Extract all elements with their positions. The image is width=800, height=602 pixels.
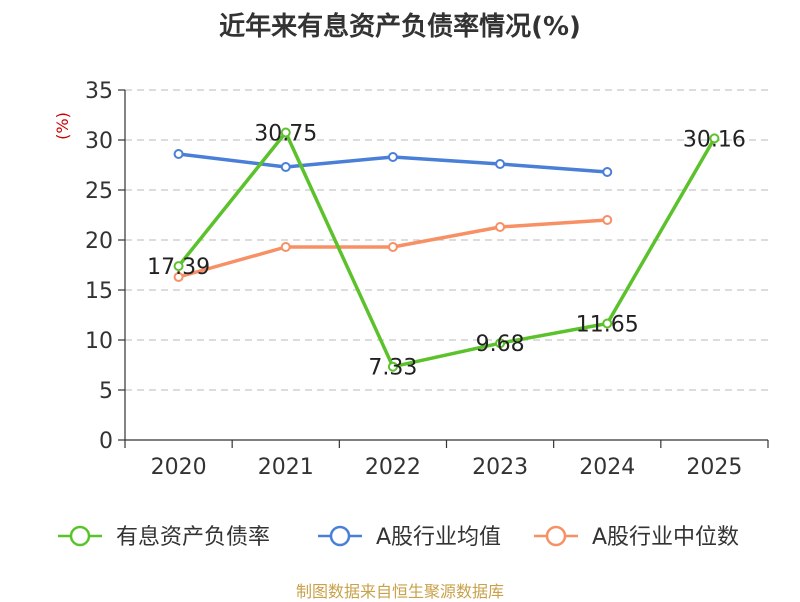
data-point: [387, 361, 398, 372]
data-label: 7.33: [368, 356, 417, 381]
source-note: 制图数据来自恒生聚源数据库: [295, 582, 504, 601]
x-tick-label: 2021: [258, 455, 314, 480]
x-tick-label: 2025: [686, 455, 742, 480]
data-point: [602, 167, 613, 177]
legend-item-label-2: A股行业中位数: [592, 525, 739, 550]
x-tick-label: 2020: [151, 455, 207, 480]
data-point: [173, 261, 184, 272]
legend-marker-0: [69, 525, 91, 547]
x-tick-label: 2024: [579, 455, 635, 480]
y-tick-label: 25: [85, 179, 113, 204]
data-point: [280, 162, 291, 172]
y-tick-label: 35: [85, 79, 113, 104]
data-point: [173, 149, 184, 159]
legend-item-label-0: 有息资产负债率: [116, 525, 270, 550]
legend-marker-2: [545, 525, 567, 547]
data-point: [495, 159, 506, 169]
y-tick-label: 15: [85, 279, 113, 304]
data-point: [602, 215, 613, 225]
legend-marker-1: [329, 525, 351, 547]
data-label: 30.16: [683, 127, 746, 152]
y-tick-label: 30: [85, 129, 113, 154]
data-point: [280, 242, 291, 252]
data-label: 11.65: [576, 313, 639, 338]
y-unit-label: (%): [53, 112, 72, 140]
x-tick-label: 2022: [365, 455, 421, 480]
y-tick-label: 20: [85, 229, 113, 254]
data-point: [280, 127, 291, 138]
data-point: [709, 133, 720, 144]
data-point: [602, 318, 613, 329]
data-labels: 17.39 30.75 7.33 9.68 11.65 30.16: [147, 122, 746, 381]
y-tick-label: 5: [99, 379, 113, 404]
data-label: 30.75: [254, 122, 317, 147]
data-point: [387, 152, 398, 162]
legend-item-label-1: A股行业均值: [376, 525, 501, 550]
series-line-0: [177, 130, 716, 369]
grid-lines: [125, 89, 768, 391]
y-tick-label: 0: [99, 429, 113, 454]
data-point: [495, 222, 506, 232]
data-point: [173, 272, 184, 282]
data-point: [387, 242, 398, 252]
data-label: 9.68: [476, 332, 525, 357]
series-lines: [173, 127, 720, 372]
x-tick-label: 2023: [472, 455, 528, 480]
data-point: [495, 338, 506, 349]
data-label: 17.39: [147, 255, 210, 280]
y-tick-label: 10: [85, 329, 113, 354]
legend: 有息资产负债率 A股行业均值 A股行业中位数: [58, 525, 739, 550]
chart-title: 近年来有息资产负债率情况(%): [219, 12, 581, 42]
